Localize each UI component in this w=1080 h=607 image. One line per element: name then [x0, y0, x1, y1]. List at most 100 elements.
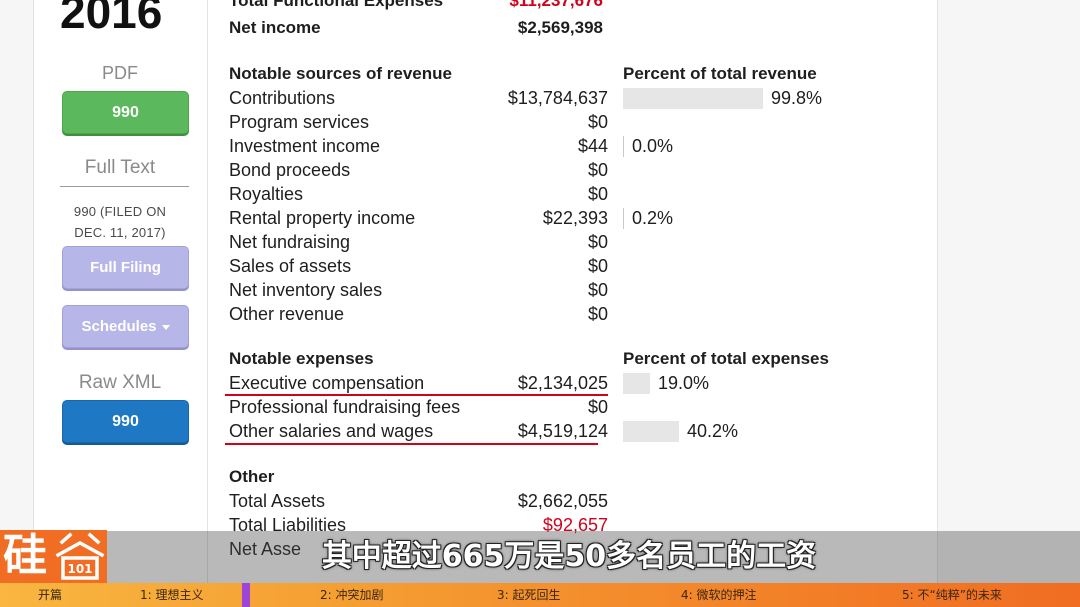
summary-row: Net income $2,569,398	[229, 16, 929, 40]
full-text-divider	[60, 186, 189, 187]
row-percent: 40.2%	[687, 421, 739, 441]
row-amount: $0	[587, 112, 608, 132]
revenue-percent-heading: Percent of total revenue	[623, 64, 817, 83]
expenses-percent-heading: Percent of total expenses	[623, 349, 829, 368]
row-amount: $0	[587, 397, 608, 417]
chapter-0[interactable]: 开篇	[38, 588, 63, 602]
row-amount: $92,657	[542, 515, 608, 535]
schedules-dropdown-button[interactable]: Schedules	[62, 305, 189, 348]
revenue-row: Contributions $13,784,637 99.8%	[229, 86, 929, 110]
row-amount: $4,519,124	[517, 421, 608, 441]
revenue-header: Notable sources of revenue Percent of to…	[229, 62, 929, 86]
row-label: Professional fundraising fees	[229, 397, 461, 417]
chapter-3[interactable]: 3: 起死回生	[497, 588, 561, 602]
revenue-row: Bond proceeds $0	[229, 158, 929, 182]
row-amount: $0	[587, 256, 608, 276]
revenue-row: Rental property income $22,393 0.2%	[229, 206, 929, 230]
filed-date-line2: DEC. 11, 2017)	[74, 225, 166, 240]
pdf-label: PDF	[102, 63, 138, 83]
other-header: Other	[229, 465, 929, 489]
row-amount: $22,393	[542, 208, 608, 228]
subtitle-band	[107, 531, 1080, 583]
other-row: Total Assets $2,662,055	[229, 489, 929, 513]
revenue-heading: Notable sources of revenue	[229, 64, 452, 83]
row-percent: 0.0%	[632, 136, 674, 156]
percent-bar	[623, 372, 650, 394]
caret-down-icon	[161, 325, 170, 330]
percent-cell: 0.0%	[623, 134, 673, 158]
revenue-row: Other revenue $0	[229, 302, 929, 326]
row-label: Rental property income	[229, 208, 416, 228]
row-label: Total Liabilities	[229, 515, 347, 535]
row-label: Other salaries and wages	[229, 421, 434, 441]
percent-cell: 0.2%	[623, 206, 673, 230]
row-amount: $44	[577, 136, 608, 156]
other-heading: Other	[229, 467, 275, 486]
playhead-marker[interactable]	[242, 583, 250, 607]
expenses-heading: Notable expenses	[229, 349, 374, 368]
sidebar-divider	[207, 0, 208, 607]
row-label: Royalties	[229, 184, 304, 204]
revenue-row: Program services $0	[229, 110, 929, 134]
row-label: Net Asse	[229, 539, 302, 559]
schedules-button-label: Schedules	[81, 318, 157, 335]
full-text-label: Full Text	[84, 157, 156, 178]
pdf-990-button-label: 990	[112, 103, 139, 121]
other-row: Total Liabilities $92,657	[229, 513, 929, 537]
xml-990-button-label: 990	[112, 412, 139, 430]
row-label: Other revenue	[229, 304, 345, 324]
filed-date-line1: 990 (FILED ON	[73, 204, 167, 219]
filing-year: 2016	[60, 0, 163, 38]
logo-badge: 101	[67, 562, 92, 576]
row-label: Contributions	[229, 88, 336, 108]
raw-xml-label: Raw XML	[78, 372, 162, 393]
percent-bar	[623, 87, 763, 109]
row-percent: 0.2%	[632, 208, 674, 228]
valley-logo-icon: 101	[55, 532, 105, 580]
video-subtitle: 其中超过665万是50多名员工的工资	[321, 539, 817, 574]
row-label: Bond proceeds	[229, 160, 351, 180]
revenue-row: Sales of assets $0	[229, 254, 929, 278]
row-amount: $0	[587, 184, 608, 204]
chapter-1[interactable]: 1: 理想主义	[140, 588, 204, 602]
row-label: Net income	[229, 18, 321, 37]
xml-990-button[interactable]: 990	[62, 400, 189, 443]
chapter-4[interactable]: 4: 微软的押注	[681, 588, 757, 602]
revenue-row: Royalties $0	[229, 182, 929, 206]
expense-row: Executive compensation $2,134,025 19.0%	[229, 371, 929, 395]
chapter-progress-bar[interactable]: 开篇 1: 理想主义 2: 冲突加剧 3: 起死回生 4: 微软的押注 5: 不…	[0, 583, 1080, 607]
expense-row: Other salaries and wages $4,519,124 40.2…	[229, 419, 929, 443]
percent-cell: 40.2%	[623, 419, 738, 443]
full-filing-button[interactable]: Full Filing	[62, 246, 189, 289]
percent-bar	[623, 207, 624, 229]
row-label: Program services	[229, 112, 370, 132]
chapter-5[interactable]: 5: 不“纯粹”的未来	[902, 588, 1002, 602]
row-amount: $0	[587, 304, 608, 324]
expenses-header: Notable expenses Percent of total expens…	[229, 347, 929, 371]
expense-row: Professional fundraising fees $0	[229, 395, 929, 419]
row-percent: 19.0%	[658, 373, 710, 393]
full-filing-button-label: Full Filing	[90, 259, 161, 276]
percent-bar	[623, 135, 624, 157]
pdf-990-button[interactable]: 990	[62, 91, 189, 134]
row-label: Net fundraising	[229, 232, 351, 252]
row-amount: $2,134,025	[517, 373, 608, 393]
row-amount: $11,237,676	[509, 0, 603, 10]
highlight-underline	[225, 443, 598, 445]
row-amount: $0	[587, 232, 608, 252]
row-label: Total Functional Expenses	[229, 0, 444, 10]
row-label: Executive compensation	[229, 373, 425, 393]
logo-character: 硅	[3, 530, 47, 581]
row-amount: $0	[587, 280, 608, 300]
chapter-2[interactable]: 2: 冲突加剧	[320, 588, 384, 602]
row-amount: $0	[587, 160, 608, 180]
percent-cell: 99.8%	[623, 86, 822, 110]
row-amount: $2,662,055	[517, 491, 608, 511]
percent-cell: 19.0%	[623, 371, 709, 395]
row-label: Sales of assets	[229, 256, 352, 276]
summary-row: Total Functional Expenses $11,237,676	[229, 0, 929, 13]
highlight-underline	[225, 394, 608, 396]
other-row: Net Asse	[229, 537, 929, 561]
revenue-row: Net fundraising $0	[229, 230, 929, 254]
row-amount: $2,569,398	[517, 18, 603, 37]
